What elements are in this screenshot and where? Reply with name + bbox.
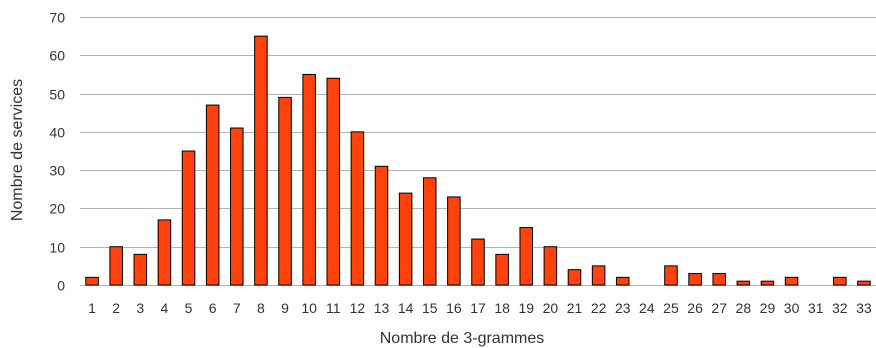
x-tick-label: 8	[257, 300, 265, 316]
bar-25	[664, 265, 678, 286]
bar-21	[567, 269, 582, 286]
x-tick-label: 28	[736, 300, 752, 316]
x-tick-label: 21	[567, 300, 583, 316]
y-axis-title: Nombre de services	[9, 79, 26, 221]
x-tick-label: 27	[711, 300, 727, 316]
x-tick-label: 2	[112, 300, 120, 316]
x-tick-label: 11	[326, 300, 341, 316]
x-tick-label: 12	[350, 300, 366, 316]
x-tick-label: 22	[591, 300, 607, 316]
bar-6	[205, 104, 220, 286]
x-tick-label: 25	[663, 300, 679, 316]
bar-5	[181, 150, 196, 286]
bars	[85, 35, 871, 286]
bar-13	[374, 165, 389, 286]
bar-20	[543, 246, 558, 286]
x-tick-label: 24	[639, 300, 655, 316]
x-tick-label: 20	[543, 300, 559, 316]
x-axis-title: Nombre de 3-grammes	[380, 330, 545, 347]
x-tick-label: 6	[209, 300, 217, 316]
bar-17	[471, 238, 485, 286]
x-tick-label: 4	[161, 300, 169, 316]
bar-9	[278, 96, 292, 286]
x-tick-labels: 1 2 3 4 5 6 7 8 9 10 11 12 13 14 15 16 17 18 19 20 21 22 23 24 2…	[88, 300, 872, 316]
x-tick-label: 23	[615, 300, 631, 316]
bar-22	[591, 265, 606, 286]
y-tick-label: 0	[57, 278, 65, 294]
bar-19	[519, 227, 534, 286]
x-tick-label: 31	[808, 300, 824, 316]
bar-16	[447, 196, 461, 286]
y-tick-label: 20	[49, 201, 65, 217]
y-tick-label: 40	[49, 125, 65, 141]
x-tick-label: 1	[88, 300, 96, 316]
x-tick-label: 10	[301, 300, 317, 316]
y-tick-label: 70	[49, 10, 65, 26]
x-tick-label: 7	[233, 300, 241, 316]
bar-33	[857, 280, 871, 286]
bar-28	[736, 280, 751, 286]
x-tick-label: 15	[422, 300, 438, 316]
x-tick-label: 32	[832, 300, 848, 316]
x-tick-label: 33	[856, 300, 872, 316]
x-tick-label: 14	[398, 300, 414, 316]
bar-14	[398, 192, 413, 286]
bar-8	[254, 35, 268, 286]
x-tick-label: 26	[687, 300, 703, 316]
x-tick-label: 30	[784, 300, 800, 316]
bar-4	[157, 219, 172, 286]
y-tick-label: 50	[49, 87, 65, 103]
y-tick-label: 30	[49, 163, 65, 179]
x-tick-label: 19	[518, 300, 534, 316]
x-tick-label: 17	[470, 300, 486, 316]
bar-29	[760, 280, 775, 286]
bar-7	[230, 127, 244, 286]
x-tick-label: 9	[281, 300, 289, 316]
x-tick-label: 29	[760, 300, 776, 316]
bar-11	[326, 77, 341, 286]
bar-27	[712, 273, 726, 286]
bar-23	[615, 276, 630, 286]
y-tick-label: 10	[49, 240, 65, 256]
bar-10	[302, 73, 316, 286]
bar-12	[350, 131, 365, 286]
x-tick-label: 18	[494, 300, 510, 316]
x-tick-label: 13	[374, 300, 390, 316]
bar-15	[422, 177, 437, 286]
bar-3	[133, 253, 148, 286]
x-tick-label: 5	[185, 300, 193, 316]
y-tick-labels: 0 10 20 30 40 50 60 70	[49, 10, 65, 294]
bar-30	[784, 276, 799, 286]
x-tick-label: 3	[136, 300, 144, 316]
bar-32	[833, 276, 847, 286]
y-tick-label: 60	[49, 48, 65, 64]
bar-2	[109, 246, 123, 286]
x-tick-label: 16	[446, 300, 462, 316]
bar-26	[688, 273, 702, 286]
bar-1	[85, 276, 99, 286]
bar-18	[495, 253, 509, 286]
